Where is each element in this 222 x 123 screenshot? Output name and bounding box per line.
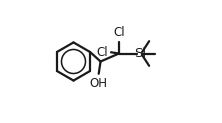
Text: Cl: Cl (96, 46, 108, 59)
Text: Cl: Cl (113, 26, 125, 39)
Text: OH: OH (90, 77, 108, 91)
Text: Si: Si (134, 47, 146, 60)
